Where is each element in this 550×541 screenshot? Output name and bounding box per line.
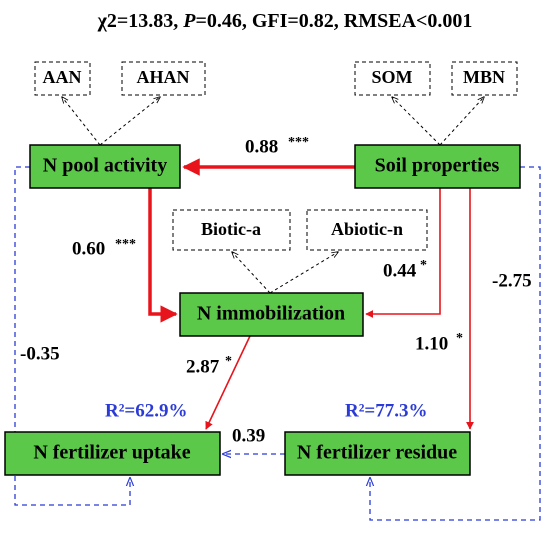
significance: *** <box>288 135 309 150</box>
path-coefficient: 0.39 <box>232 425 265 446</box>
node-label: N fertilizer uptake <box>33 442 190 464</box>
indicator-box <box>172 209 291 251</box>
indicator-box <box>121 61 206 96</box>
indicator-box <box>451 61 518 96</box>
significance: *** <box>115 237 136 252</box>
node-box <box>179 292 364 337</box>
indicator-label: AHAN <box>137 67 190 87</box>
indicator-box <box>306 209 428 251</box>
node-label: N fertilizer residue <box>297 442 457 464</box>
fit-statistics: χ2=13.83, P=0.46, GFI=0.82, RMSEA<0.001 <box>97 10 473 32</box>
fit-text: =0.46, GFI=0.82, RMSEA<0.001 <box>195 10 472 32</box>
indicator-label: Biotic-a <box>201 219 261 239</box>
significance: * <box>420 258 427 273</box>
indicator-label: Abiotic-n <box>331 219 403 239</box>
indicator-box <box>354 61 431 96</box>
fit-text: P <box>182 10 196 32</box>
negative-paths <box>14 166 541 521</box>
node-label: N immobilization <box>197 303 345 325</box>
node-box <box>354 144 521 189</box>
node-box <box>4 431 221 476</box>
indicator-label: SOM <box>371 67 412 87</box>
node-box <box>284 431 471 476</box>
significance: * <box>225 354 232 369</box>
path-coefficient: -2.75 <box>492 270 532 291</box>
node-label: N pool activity <box>43 155 167 177</box>
causal-paths <box>148 158 474 430</box>
indicator-label: AAN <box>43 67 82 87</box>
path-coefficient: 2.87 <box>186 356 220 377</box>
path-coefficient: 1.10 <box>415 333 448 354</box>
path-coefficient: -0.35 <box>20 343 60 364</box>
path-coefficient: 0.88 <box>245 136 278 157</box>
r-squared: R²=77.3% <box>345 400 428 421</box>
r-squared: R²=62.9% <box>105 400 188 421</box>
fit-text: χ2=13.83, <box>97 10 184 32</box>
indicator-label: MBN <box>463 67 505 87</box>
indicator-arrows <box>62 97 484 294</box>
path-coefficient: 0.44 <box>383 260 417 281</box>
node-label: Soil properties <box>375 155 500 177</box>
path-coefficient: 0.60 <box>72 238 105 259</box>
significance: * <box>456 331 463 346</box>
indicator-box <box>34 61 91 96</box>
node-box <box>29 144 181 189</box>
